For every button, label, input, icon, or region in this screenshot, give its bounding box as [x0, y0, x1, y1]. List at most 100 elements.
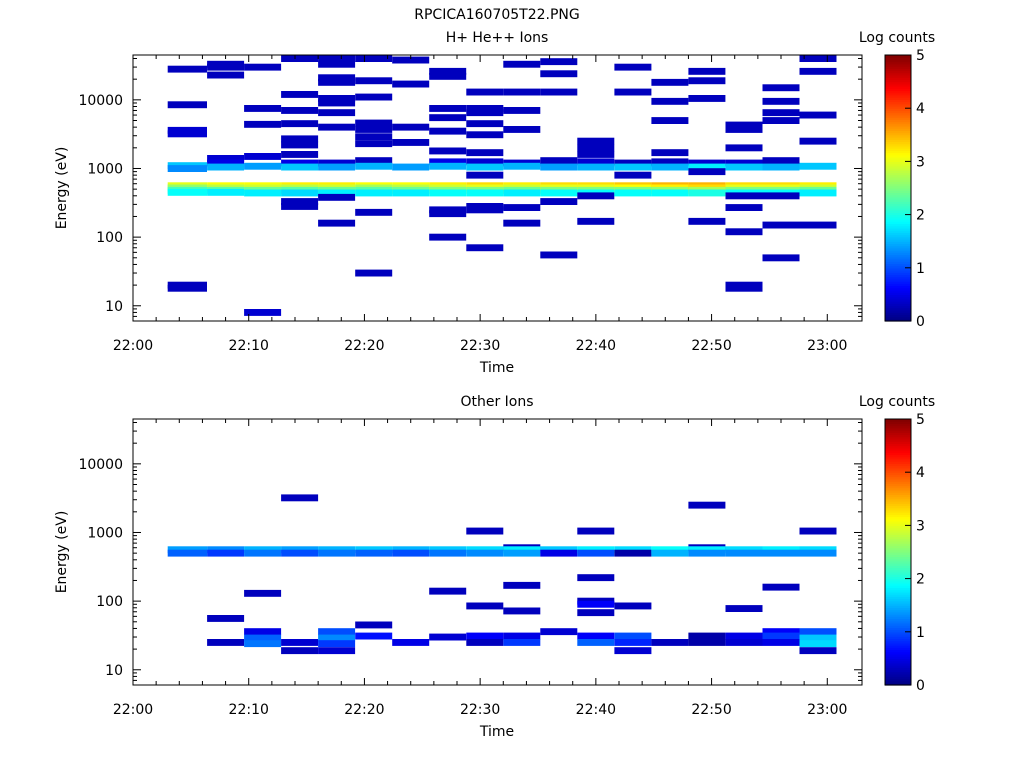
heatmap-cell — [244, 634, 282, 642]
heatmap-cell — [318, 109, 356, 117]
colorbar-segment — [885, 72, 911, 76]
heatmap-cell — [503, 60, 541, 68]
colorbar-segment — [885, 318, 911, 322]
colorbar-segment — [885, 79, 911, 83]
colorbar-segment — [885, 527, 911, 531]
colorbar-tick-label: 2 — [916, 208, 925, 224]
heatmap-cell — [799, 111, 837, 119]
plot-frame — [132, 418, 863, 686]
heatmap-cell — [762, 628, 800, 636]
heatmap-cell — [318, 634, 356, 642]
heatmap-cell — [799, 640, 837, 648]
colorbar-segment — [885, 425, 911, 429]
heatmap-cell — [466, 105, 504, 112]
heatmap-cell — [577, 632, 615, 640]
heatmap-cell — [540, 88, 578, 96]
colorbar-tick-label: 4 — [916, 465, 925, 481]
colorbar-segment — [885, 512, 911, 515]
colorbar-segment — [885, 298, 911, 302]
colorbar-segment — [885, 660, 911, 664]
colorbar-segment — [885, 640, 911, 644]
heatmap-cell — [244, 189, 282, 197]
heatmap-cell — [688, 639, 726, 646]
heatmap-cell — [799, 549, 837, 557]
panel-h-he-ions: H+ He++ Ions Time Energy (eV) Log counts… — [54, 30, 935, 376]
colorbar-segment — [885, 642, 911, 646]
colorbar-segment — [885, 419, 911, 422]
colorbar-segment — [885, 296, 911, 300]
colorbar-label: Log counts — [859, 394, 935, 410]
colorbar-segment — [885, 438, 911, 442]
heatmap-cell — [466, 158, 504, 166]
heatmap-cell — [799, 527, 837, 535]
colorbar-segment — [885, 421, 911, 425]
heatmap-cell — [429, 105, 467, 112]
heatmap-cell — [688, 549, 726, 557]
colorbar-segment — [885, 212, 911, 216]
heatmap-cell — [429, 158, 467, 166]
heatmap-cell — [762, 163, 800, 171]
heatmap-cell — [725, 228, 763, 236]
heatmap-cell — [799, 647, 837, 655]
colorbar-segment — [885, 287, 911, 291]
colorbar-segment — [885, 316, 911, 320]
x-tick-label: 22:40 — [576, 338, 616, 354]
colorbar-segment — [885, 165, 911, 169]
colorbar-segment — [885, 199, 911, 202]
colorbar-segment — [885, 540, 911, 544]
heatmap-cell — [429, 210, 467, 218]
colorbar-segment — [885, 150, 911, 154]
colorbar-segment — [885, 254, 911, 258]
heatmap-cell — [725, 281, 763, 289]
heatmap-cell — [355, 162, 393, 170]
colorbar-segment — [885, 594, 911, 597]
colorbar-segment — [885, 669, 911, 673]
heatmap-cell — [355, 208, 393, 216]
heatmap-cell — [540, 198, 578, 205]
colorbar-segment — [885, 552, 911, 555]
heatmap-cell — [281, 107, 319, 114]
colorbar-segment — [885, 634, 911, 637]
heatmap-cell — [762, 97, 800, 105]
heatmap-cell — [244, 105, 282, 112]
heatmap-cell — [244, 628, 282, 636]
colorbar-segment — [885, 156, 911, 160]
colorbar-segment — [885, 207, 911, 211]
heatmap-cell — [577, 192, 615, 200]
heatmap-cell — [244, 153, 282, 160]
heatmap-cell — [466, 189, 504, 197]
heatmap-cell — [281, 163, 319, 171]
colorbar-segment — [885, 567, 911, 571]
heatmap-cell — [577, 217, 615, 225]
heatmap-cell — [725, 605, 763, 612]
colorbar-segment — [885, 560, 911, 564]
heatmap-cell — [392, 639, 430, 646]
axes: 22:00 22:10 22:20 22:30 22:40 22:50 23:00 10 100… — [78, 418, 863, 718]
colorbar-segment — [885, 647, 911, 651]
colorbar-tick-label: 0 — [916, 678, 925, 694]
colorbar-segment — [885, 538, 911, 542]
heatmap-cell — [281, 203, 319, 210]
colorbar-segment — [885, 563, 911, 566]
panel-other-ions: Other Ions Time Energy (eV) Log counts 2… — [54, 394, 935, 740]
panel-title: Other Ions — [460, 394, 533, 410]
colorbar-segment — [885, 596, 911, 600]
heatmap-cell — [355, 621, 393, 629]
heatmap-cell — [651, 189, 689, 197]
colorbar-segment — [885, 230, 911, 233]
heatmap-cell — [503, 88, 541, 96]
heatmap-cell — [614, 602, 652, 610]
heatmap-cell — [281, 141, 319, 149]
colorbar-segment — [885, 682, 911, 686]
heatmap-cell — [540, 251, 578, 259]
heatmap-cell — [244, 549, 282, 557]
colorbar-segment — [885, 607, 911, 611]
heatmap-cell — [688, 501, 726, 509]
colorbar-segment — [885, 673, 911, 677]
colorbar-segment — [885, 514, 911, 518]
heatmap-cell — [540, 163, 578, 171]
colorbar-segment — [885, 57, 911, 61]
heatmap-cell — [355, 269, 393, 277]
heatmap-cell — [503, 162, 541, 170]
heatmap-cell — [167, 130, 207, 138]
